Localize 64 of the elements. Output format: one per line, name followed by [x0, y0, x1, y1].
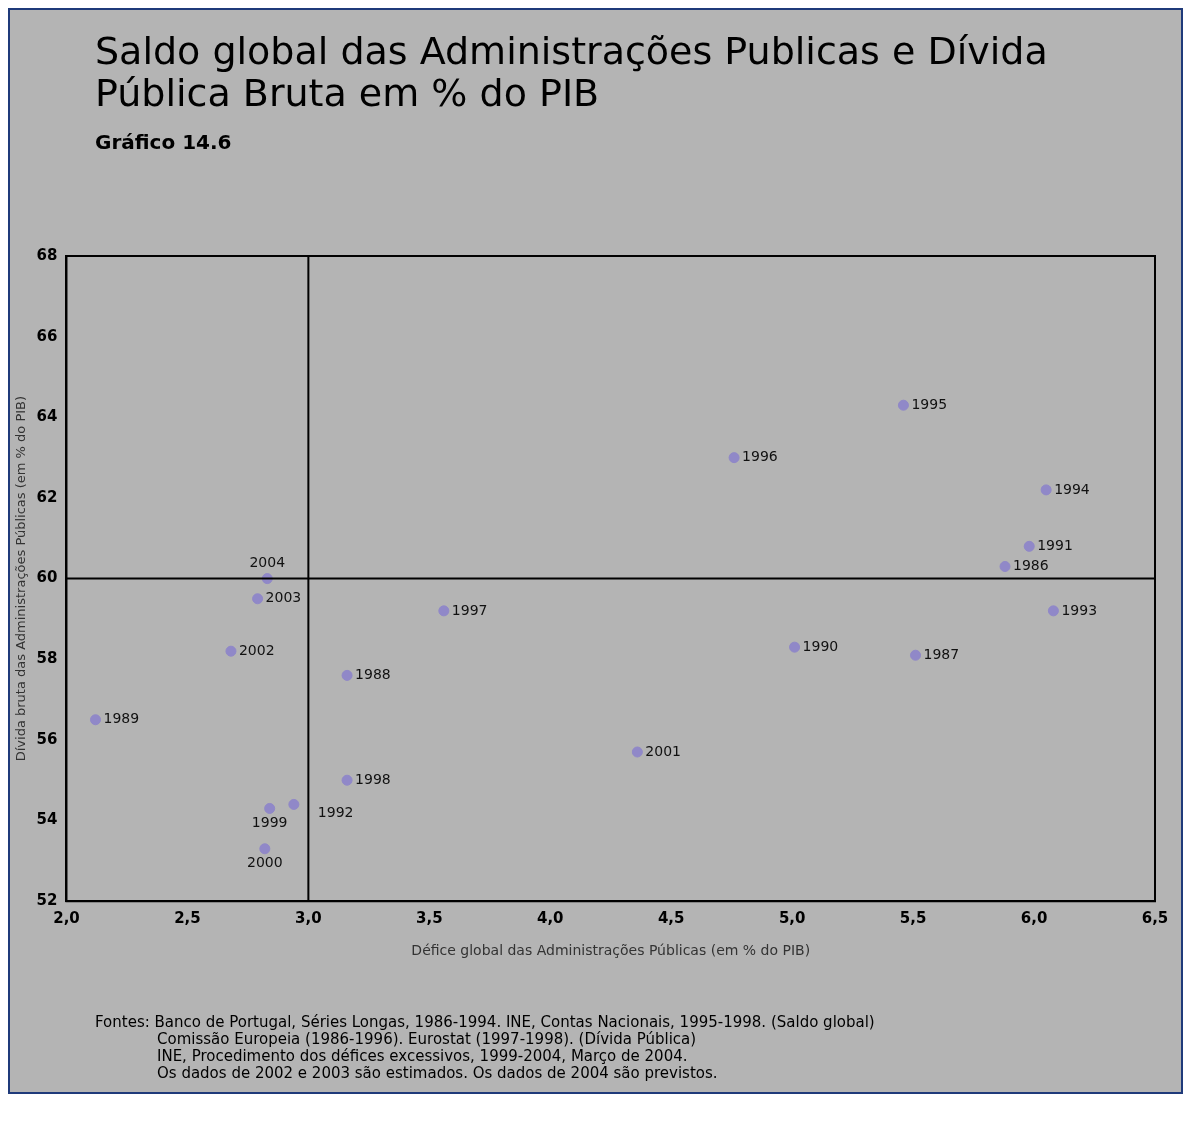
point	[789, 641, 801, 653]
x-tick-label: 4,5	[657, 909, 685, 928]
chart-subtitle: Gráfico 14.6	[95, 130, 233, 154]
point	[341, 774, 353, 786]
annotation: 2000	[247, 854, 283, 871]
annotation: 2001	[645, 742, 681, 759]
x-tick-label: 3,5	[416, 909, 443, 928]
point	[264, 802, 276, 814]
annotation: 1988	[355, 666, 391, 683]
text: Comissão Europeia (1986-1996). Eurostat (1997-1998). (Dívida Pública)	[156, 1030, 698, 1048]
x-tick-label: 5,5	[899, 909, 927, 928]
text: INE, Procedimento dos défices excessivos, 1999-2004, Março de 2004.	[156, 1047, 689, 1065]
annotation: 1997	[451, 601, 488, 618]
point	[225, 645, 237, 657]
point	[1047, 605, 1059, 617]
point	[438, 605, 450, 617]
text: Fontes: Banco de Portugal, Séries Longas, 1986-1994. INE, Contas Nacionais, 1995-1998. (Saldo global)	[95, 1013, 876, 1031]
point	[999, 561, 1011, 572]
annotation: 1993	[1061, 601, 1098, 618]
annotation: 1989	[103, 710, 140, 727]
x-tick-label: 2,0	[53, 909, 80, 928]
y-tick-label: 62	[36, 487, 58, 506]
y-tick-label: 54	[36, 810, 58, 829]
annotation: 1986	[1013, 557, 1049, 574]
annotation: 2004	[249, 554, 286, 571]
x-tick-label: 2,5	[174, 909, 201, 928]
x-tick-label: 5,0	[778, 909, 806, 928]
y-tick-label: 58	[36, 649, 58, 668]
x-tick-label: 6,5	[1141, 909, 1169, 928]
y-tick-label: 68	[36, 245, 58, 264]
point	[288, 798, 300, 810]
annotation: 1996	[742, 448, 778, 465]
x-tick-label: 4,0	[536, 909, 564, 928]
y-tick-label: 64	[36, 407, 58, 426]
x-tick-label: 3,0	[295, 909, 322, 928]
annotation: 1998	[355, 770, 391, 787]
point	[1040, 484, 1052, 496]
point	[897, 399, 909, 411]
point	[259, 843, 271, 855]
text: Os dados de 2002 e 2003 são estimados. Os dados de 2004 são previstos.	[156, 1064, 719, 1082]
point	[1023, 540, 1035, 552]
annotation: 1987	[923, 645, 960, 662]
x-axis-title: Défice global das Administrações Públicas (em % do PIB)	[411, 942, 811, 959]
point	[631, 746, 643, 758]
point	[910, 649, 922, 661]
annotation: 1999	[251, 814, 288, 831]
x-tick-label: 6,0	[1020, 909, 1048, 928]
y-tick-label: 60	[36, 568, 58, 587]
annotation: 1995	[911, 395, 948, 412]
y-tick-label: 52	[36, 891, 58, 910]
annotation: 1990	[802, 637, 839, 654]
point	[341, 669, 353, 681]
y-tick-label: 56	[36, 729, 58, 748]
point	[728, 452, 740, 464]
annotation: 2003	[265, 589, 302, 606]
annotation: 1991	[1037, 536, 1073, 553]
point	[252, 593, 264, 605]
chart-title: Saldo global das Administrações Publicas e Dívida Pública Bruta em % do PIB	[95, 29, 1049, 115]
point	[90, 714, 101, 726]
annotation: 2002	[238, 641, 275, 658]
annotation: 1992	[317, 804, 354, 821]
y-tick-label: 66	[36, 326, 58, 345]
y-axis-title: Dívida bruta das Administrações Públicas (em % do PIB)	[13, 395, 29, 762]
annotation: 1994	[1054, 480, 1090, 497]
